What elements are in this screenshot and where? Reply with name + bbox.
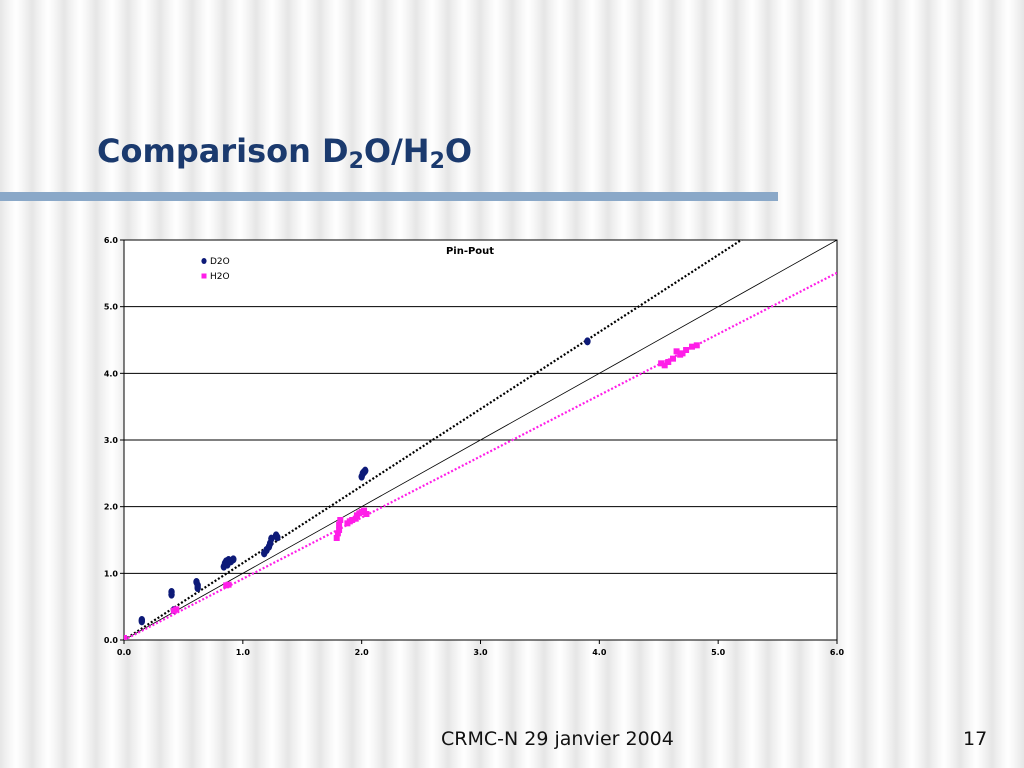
x-tick-label: 3.0: [473, 648, 488, 657]
x-tick-label: 4.0: [592, 648, 607, 657]
x-tick-label: 1.0: [236, 648, 251, 657]
y-tick-label: 0.0: [104, 636, 119, 645]
x-tick-label: 6.0: [830, 648, 845, 657]
data-point-h2o: [349, 517, 356, 523]
trendline-h2o: [124, 271, 837, 640]
data-point-h2o: [683, 347, 690, 353]
data-point-d2o: [274, 533, 281, 542]
legend-label-d2o: D2O: [210, 257, 230, 267]
trendline-d2o: [124, 240, 744, 640]
data-point-h2o: [361, 507, 368, 514]
data-point-d2o: [268, 534, 275, 543]
title-subscript: 2: [429, 149, 445, 174]
pin-pout-chart: 0.0 1.0 2.0 3.0 4.0 5.0 6.0 0.0 1.0 2.0 3.0 4.0 5.0 6…: [104, 236, 845, 657]
chart-title: Pin-Pout: [446, 246, 494, 257]
x-tick-label: 2.0: [355, 648, 370, 657]
title-text-part: Comparison D: [97, 132, 349, 170]
slide-number: 17: [963, 728, 988, 750]
data-point-h2o: [124, 635, 127, 640]
y-tick-label: 6.0: [104, 236, 119, 245]
y-tick-label: 4.0: [104, 369, 119, 378]
data-point-h2o: [363, 511, 370, 517]
data-point-d2o: [584, 337, 591, 346]
y-tick-label: 1.0: [104, 569, 119, 578]
data-point-h2o: [352, 515, 359, 522]
data-point-h2o: [173, 606, 180, 613]
legend-label-h2o: H2O: [210, 272, 230, 282]
data-point-d2o: [194, 584, 201, 592]
x-tick-label: 5.0: [711, 648, 726, 657]
y-tick-label: 2.0: [104, 503, 119, 512]
data-point-h2o: [673, 348, 680, 355]
y-tick-label: 5.0: [104, 303, 119, 312]
slide-title: Comparison D2O/H2O: [97, 132, 473, 173]
title-text-part: O/H: [363, 132, 430, 170]
title-text-part: O: [444, 132, 473, 170]
y-tick-label: 3.0: [104, 436, 119, 445]
title-underline-bar: [0, 192, 778, 201]
reference-line: [124, 240, 837, 640]
data-point-h2o: [693, 342, 700, 349]
slide-footer: CRMC-N 29 janvier 2004: [441, 728, 674, 750]
data-point-d2o: [168, 590, 175, 599]
data-point-h2o: [333, 535, 340, 541]
legend-marker-h2o: [201, 273, 207, 279]
title-subscript: 2: [348, 149, 364, 174]
data-point-h2o: [679, 350, 686, 357]
data-point-d2o: [138, 617, 146, 626]
data-point-h2o: [336, 527, 343, 533]
data-point-h2o: [661, 362, 668, 369]
x-tick-label: 0.0: [117, 648, 132, 657]
data-point-h2o: [658, 360, 665, 367]
plot-content: [124, 240, 837, 640]
data-point-h2o: [334, 530, 341, 537]
data-point-h2o: [670, 355, 677, 362]
data-point-h2o: [665, 359, 672, 365]
data-point-d2o: [230, 555, 237, 564]
data-point-h2o: [336, 521, 343, 528]
data-point-h2o: [225, 581, 232, 588]
legend-marker-d2o: [201, 258, 207, 264]
data-point-h2o: [337, 517, 344, 523]
data-point-h2o: [689, 343, 696, 350]
data-point-d2o: [362, 466, 369, 475]
